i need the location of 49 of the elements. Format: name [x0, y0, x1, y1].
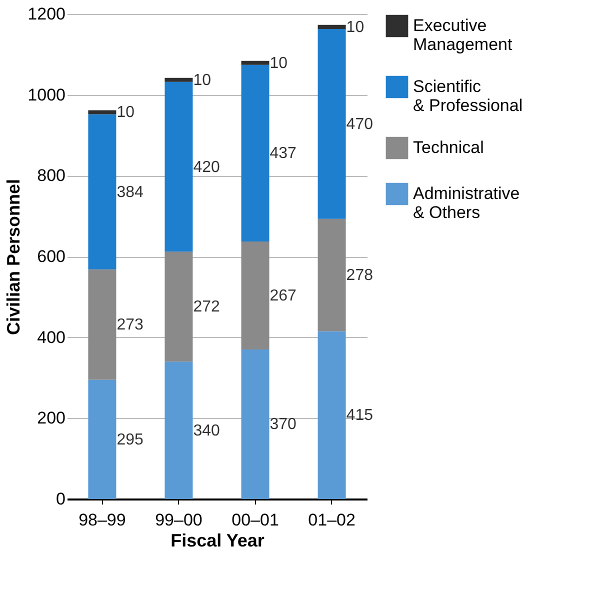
data-label: 272	[193, 298, 220, 316]
data-label: 340	[193, 422, 220, 440]
data-label: 278	[346, 267, 374, 284]
data-label: 415	[346, 407, 374, 424]
data-label: 470	[346, 116, 374, 133]
bar	[318, 331, 346, 499]
y-tick-label: 0	[56, 490, 66, 508]
bar	[241, 349, 270, 499]
data-label: 273	[116, 316, 144, 334]
data-label: 10	[270, 54, 288, 72]
bar	[88, 269, 116, 380]
data-label: 384	[116, 184, 144, 201]
y-tick-label: 1200	[28, 4, 66, 24]
bar	[318, 24, 346, 29]
data-label: 370	[270, 416, 297, 434]
data-label: 420	[193, 158, 220, 176]
y-tick-label: 600	[37, 247, 66, 266]
y-axis-title: Civilian Personnel	[4, 178, 24, 336]
x-tick-label: 01–02	[308, 510, 356, 530]
bar	[164, 78, 193, 82]
y-tick-label: 400	[37, 328, 66, 347]
y-tick-label: 200	[37, 408, 66, 428]
bar	[241, 60, 270, 65]
legend-label: Executive Management	[413, 16, 513, 54]
data-label: 10	[193, 72, 212, 89]
data-label: 10	[346, 18, 364, 36]
x-axis-title: Fiscal Year	[170, 530, 264, 550]
bar	[88, 110, 116, 114]
legend-label: Administrative & Others	[413, 184, 520, 222]
y-tick-label: 1000	[28, 85, 66, 104]
legend-label: Technical	[413, 138, 484, 157]
bar	[318, 28, 346, 219]
x-tick-label: 00–01	[232, 510, 279, 530]
bar	[88, 380, 116, 499]
legend-label: Scientific & Professional	[413, 77, 523, 115]
bar	[164, 362, 193, 499]
bar	[241, 242, 270, 350]
bar	[164, 252, 193, 362]
bar	[241, 64, 270, 242]
data-label: 295	[116, 431, 144, 448]
x-tick-label: 98–99	[78, 510, 126, 530]
bar	[318, 218, 346, 332]
bar	[164, 82, 193, 252]
data-label: 267	[270, 288, 297, 304]
x-tick-label: 99–00	[155, 510, 202, 530]
data-label: 437	[270, 145, 297, 162]
bar	[88, 114, 116, 270]
y-tick-label: 800	[37, 166, 66, 186]
data-label: 10	[116, 104, 135, 122]
